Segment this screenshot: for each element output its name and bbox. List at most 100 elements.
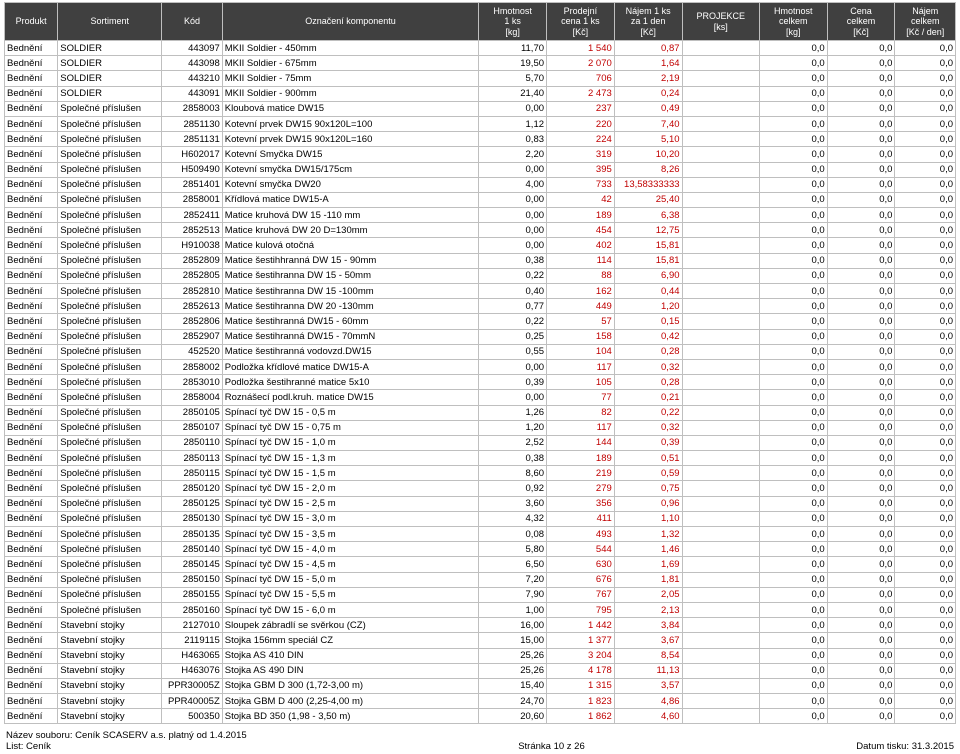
cell: 82	[547, 405, 615, 420]
cell: 0,0	[827, 466, 895, 481]
cell: Bednění	[5, 86, 58, 101]
cell: 0,0	[759, 177, 827, 192]
cell: 0,59	[614, 466, 682, 481]
cell: H509490	[162, 162, 222, 177]
cell: 0,0	[895, 86, 956, 101]
cell	[682, 420, 759, 435]
cell: 1 540	[547, 41, 615, 56]
cell: 0,21	[614, 390, 682, 405]
cell: 1,69	[614, 557, 682, 572]
cell: 0,0	[827, 633, 895, 648]
cell: 0,00	[479, 101, 547, 116]
cell: 0,0	[827, 177, 895, 192]
cell: Bednění	[5, 344, 58, 359]
cell: Bednění	[5, 238, 58, 253]
price-table: Produkt Sortiment Kód Označení komponent…	[4, 2, 956, 724]
cell: 0,0	[895, 572, 956, 587]
cell: 0,0	[759, 481, 827, 496]
cell: 2851130	[162, 116, 222, 131]
cell	[682, 208, 759, 223]
cell: 0,0	[895, 542, 956, 557]
cell: 15,81	[614, 238, 682, 253]
cell: 0,0	[895, 694, 956, 709]
cell: Kotevní prvek DW15 90x120L=160	[222, 132, 479, 147]
cell: Spínací tyč DW 15 - 1,3 m	[222, 451, 479, 466]
cell: Matice kulová otočná	[222, 238, 479, 253]
cell	[682, 359, 759, 374]
cell: Bednění	[5, 557, 58, 572]
cell: 1 442	[547, 618, 615, 633]
cell: 4 178	[547, 663, 615, 678]
cell: 2,13	[614, 602, 682, 617]
cell: 2853010	[162, 375, 222, 390]
cell: Bednění	[5, 116, 58, 131]
cell: Spínací tyč DW 15 - 5,0 m	[222, 572, 479, 587]
cell: 2852411	[162, 208, 222, 223]
cell: SOLDIER	[58, 86, 162, 101]
cell: Společné příslušen	[58, 329, 162, 344]
cell: 0,0	[895, 663, 956, 678]
cell: 0,92	[479, 481, 547, 496]
table-row: BedněníSpolečné příslušenH602017Kotevní …	[5, 147, 956, 162]
cell: 0,0	[827, 101, 895, 116]
cell: Bednění	[5, 41, 58, 56]
cell: 2852810	[162, 284, 222, 299]
cell: Spínací tyč DW 15 - 6,0 m	[222, 602, 479, 617]
cell: 2850130	[162, 511, 222, 526]
cell: 0,0	[759, 694, 827, 709]
cell: Bednění	[5, 177, 58, 192]
cell: 0,40	[479, 284, 547, 299]
cell: 0,0	[759, 71, 827, 86]
cell: 0,0	[759, 375, 827, 390]
cell: Bednění	[5, 299, 58, 314]
cell: 0,0	[827, 223, 895, 238]
table-row: BedněníStavební stojky500350Stojka BD 35…	[5, 709, 956, 724]
cell: 158	[547, 329, 615, 344]
cell: 2,20	[479, 147, 547, 162]
cell	[682, 177, 759, 192]
cell: Stojka AS 490 DIN	[222, 663, 479, 678]
cell: 0,15	[614, 314, 682, 329]
cell: 0,0	[827, 496, 895, 511]
header-row: Produkt Sortiment Kód Označení komponent…	[5, 3, 956, 41]
cell: 0,0	[895, 253, 956, 268]
cell: 25,40	[614, 192, 682, 207]
cell: Bednění	[5, 147, 58, 162]
cell: 319	[547, 147, 615, 162]
cell: 0,0	[895, 299, 956, 314]
table-row: BedněníStavební stojkyH463065Stojka AS 4…	[5, 648, 956, 663]
cell: 0,00	[479, 192, 547, 207]
col-hmotC: Hmotnostcelkem[kg]	[759, 3, 827, 41]
cell: 0,0	[827, 602, 895, 617]
cell: Stavební stojky	[58, 618, 162, 633]
cell: Matice kruhová DW 20 D=130mm	[222, 223, 479, 238]
cell: 5,10	[614, 132, 682, 147]
cell: Bednění	[5, 618, 58, 633]
cell: Matice šestihranna DW 15 -100mm	[222, 284, 479, 299]
cell: 2851131	[162, 132, 222, 147]
cell: Matice šestihranna DW 15 - 50mm	[222, 268, 479, 283]
cell	[682, 542, 759, 557]
cell	[682, 41, 759, 56]
cell: 8,54	[614, 648, 682, 663]
cell: 0,0	[759, 192, 827, 207]
cell: Společné příslušen	[58, 572, 162, 587]
cell: 2858003	[162, 101, 222, 116]
cell: Bednění	[5, 572, 58, 587]
cell: Společné příslušen	[58, 147, 162, 162]
cell: 8,26	[614, 162, 682, 177]
cell: 1 823	[547, 694, 615, 709]
cell: Kotevní Smyčka DW15	[222, 147, 479, 162]
cell	[682, 496, 759, 511]
cell: 0,0	[827, 329, 895, 344]
cell: 0,0	[759, 162, 827, 177]
cell: 0,0	[759, 466, 827, 481]
table-row: BedněníSpolečné příslušen2850105Spínací …	[5, 405, 956, 420]
table-row: BedněníSpolečné příslušen2850155Spínací …	[5, 587, 956, 602]
cell: 162	[547, 284, 615, 299]
cell: Společné příslušen	[58, 557, 162, 572]
cell: Spínací tyč DW 15 - 2,5 m	[222, 496, 479, 511]
cell: 0,0	[827, 618, 895, 633]
cell: Bednění	[5, 284, 58, 299]
cell: 25,26	[479, 648, 547, 663]
